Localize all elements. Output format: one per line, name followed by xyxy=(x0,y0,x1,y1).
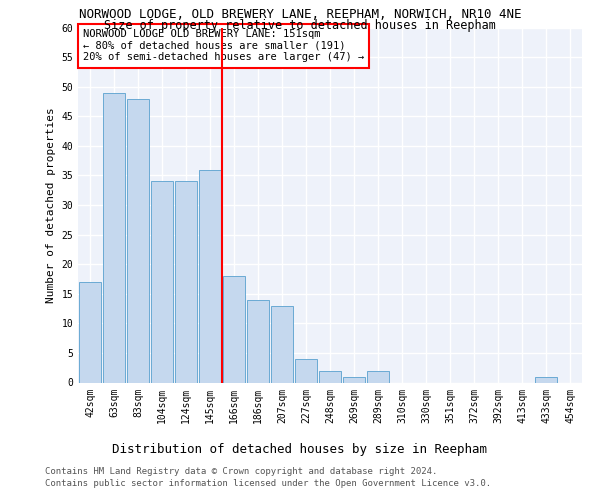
Text: NORWOOD LODGE OLD BREWERY LANE: 151sqm
← 80% of detached houses are smaller (191: NORWOOD LODGE OLD BREWERY LANE: 151sqm ←… xyxy=(83,30,364,62)
Bar xyxy=(535,376,557,382)
Bar xyxy=(223,276,245,382)
Bar xyxy=(79,282,101,382)
Bar xyxy=(175,182,197,382)
Bar xyxy=(343,376,365,382)
Text: Distribution of detached houses by size in Reepham: Distribution of detached houses by size … xyxy=(113,442,487,456)
Text: Contains HM Land Registry data © Crown copyright and database right 2024.: Contains HM Land Registry data © Crown c… xyxy=(45,468,437,476)
Bar xyxy=(319,370,341,382)
Bar xyxy=(151,182,173,382)
Y-axis label: Number of detached properties: Number of detached properties xyxy=(46,107,56,303)
Bar xyxy=(247,300,269,382)
Text: NORWOOD LODGE, OLD BREWERY LANE, REEPHAM, NORWICH, NR10 4NE: NORWOOD LODGE, OLD BREWERY LANE, REEPHAM… xyxy=(79,8,521,20)
Bar xyxy=(199,170,221,382)
Bar xyxy=(271,306,293,382)
Text: Contains public sector information licensed under the Open Government Licence v3: Contains public sector information licen… xyxy=(45,479,491,488)
Bar xyxy=(103,92,125,383)
Bar xyxy=(127,98,149,383)
Bar xyxy=(295,359,317,382)
Text: Size of property relative to detached houses in Reepham: Size of property relative to detached ho… xyxy=(104,18,496,32)
Bar xyxy=(367,370,389,382)
